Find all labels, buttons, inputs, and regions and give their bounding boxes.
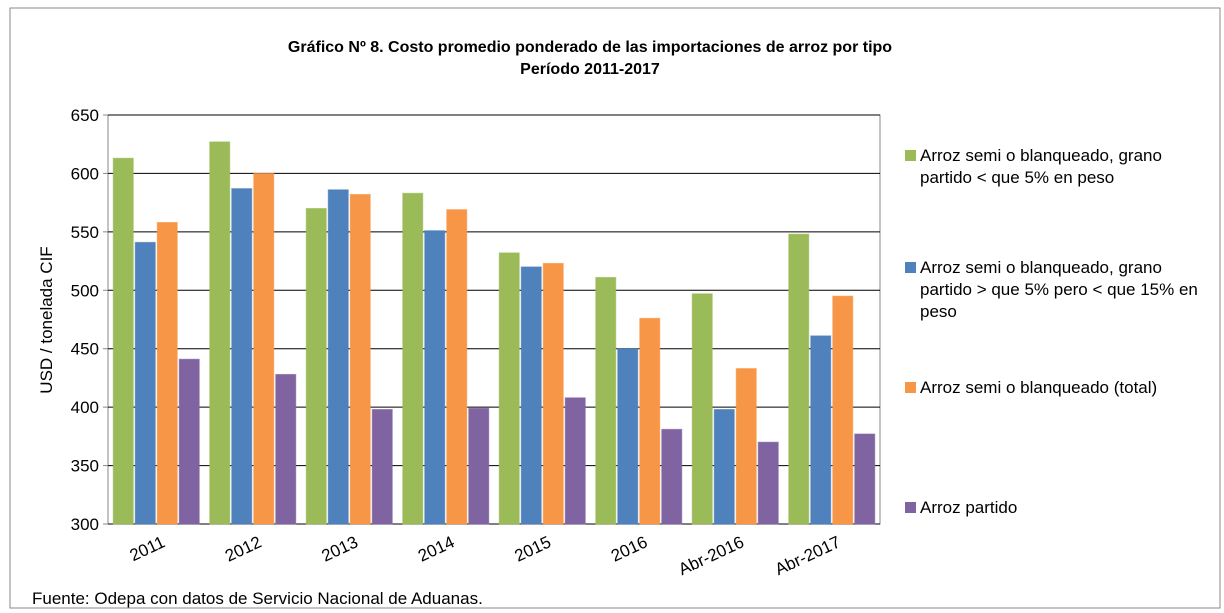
bar: [305, 207, 327, 525]
bar: [349, 193, 371, 525]
bar: [468, 407, 490, 525]
y-tick-label: 450: [71, 340, 99, 359]
y-tick-label: 300: [71, 515, 99, 534]
legend-swatch: [905, 382, 916, 393]
bar: [757, 441, 779, 525]
legend-item: Arroz semi o blanqueado (total): [905, 377, 1157, 399]
legend-swatch: [905, 502, 916, 513]
y-tick-label: 650: [71, 106, 99, 125]
y-tick-label: 600: [71, 164, 99, 183]
bar: [810, 335, 832, 525]
source-note: Fuente: Odepa con datos de Servicio Naci…: [32, 589, 483, 608]
chart-title: Gráfico Nº 8. Costo promedio ponderado d…: [288, 39, 892, 56]
bar: [661, 428, 683, 525]
bar: [275, 373, 297, 525]
legend-swatch: [905, 262, 916, 273]
legend-label: Arroz partido: [920, 498, 1018, 517]
bar: [617, 348, 639, 525]
bar: [134, 241, 156, 525]
y-axis-label: USD / tonelada CIF: [37, 246, 56, 393]
bar: [854, 433, 876, 525]
bar: [691, 293, 713, 525]
legend-item: Arroz partido: [905, 497, 1017, 519]
legend-label: Arroz semi o blanqueado (total): [920, 378, 1158, 397]
legend-swatch: [905, 150, 916, 161]
bar: [564, 397, 586, 525]
y-tick-label: 550: [71, 223, 99, 242]
bar: [520, 266, 542, 525]
bar: [446, 209, 468, 525]
y-tick-label: 500: [71, 281, 99, 300]
bar: [424, 230, 446, 525]
legend-label: Arroz semi o blanqueado, grano partido <…: [920, 146, 1162, 187]
bar: [542, 262, 564, 525]
bar: [735, 368, 757, 525]
bar: [402, 192, 424, 525]
bar: [156, 222, 178, 525]
legend-label: Arroz semi o blanqueado, grano partido >…: [920, 258, 1198, 321]
bar: [498, 252, 520, 525]
y-tick-label: 350: [71, 457, 99, 476]
bar: [639, 317, 661, 525]
legend-item: Arroz semi o blanqueado, grano partido >…: [905, 257, 1205, 323]
bar: [832, 295, 854, 525]
legend-item: Arroz semi o blanqueado, grano partido <…: [905, 145, 1205, 189]
bar: [253, 172, 275, 525]
bar: [178, 358, 200, 525]
bar: [209, 141, 231, 525]
bar: [788, 233, 810, 525]
bar: [713, 408, 735, 525]
bar: [327, 189, 349, 525]
y-tick-label: 400: [71, 398, 99, 417]
bar: [112, 157, 134, 525]
chart-subtitle: Período 2011-2017: [520, 61, 660, 78]
bar: [371, 408, 393, 525]
bar: [231, 188, 253, 525]
bar: [595, 276, 617, 525]
